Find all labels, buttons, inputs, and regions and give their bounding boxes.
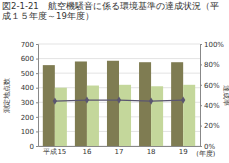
tick-mark (200, 44, 202, 45)
tick: 600 (21, 55, 38, 63)
tick-label: 200 (21, 114, 34, 122)
tick-label: 500 (21, 70, 34, 78)
bar (43, 65, 55, 146)
marks (43, 61, 195, 146)
bar (107, 61, 119, 146)
y2-axis: 0%20%40%60%80%100% (200, 41, 224, 151)
tick-label: 16 (82, 148, 91, 156)
tick-label: 18 (147, 148, 156, 156)
tick-label: 80% (204, 61, 220, 69)
tick: 平成15 (43, 146, 66, 156)
tick-label: 400 (21, 84, 34, 92)
bar (119, 85, 131, 146)
x-label: (年度) (196, 150, 215, 158)
bar (171, 62, 183, 146)
title: 図2-1-21 航空機騒音に係る環境基準の達成状況（平成１５年度～19年度） (2, 1, 226, 21)
tick-mark (36, 146, 38, 147)
grid (38, 44, 200, 146)
tick-label: 600 (21, 55, 34, 63)
bar (151, 86, 163, 146)
tick: 700 (21, 41, 38, 49)
tick: 0 (30, 143, 38, 151)
y-label: 測定地点数 (3, 78, 11, 113)
grid-line (38, 44, 200, 45)
tick-label: 300 (21, 99, 34, 107)
tick-mark (200, 85, 202, 86)
tick-label: 平成15 (43, 148, 66, 156)
tick: 80% (200, 61, 220, 69)
bar (55, 88, 67, 146)
marker (53, 97, 57, 104)
tick: 18 (147, 146, 156, 156)
tick-mark (200, 105, 202, 106)
tick-mark (200, 126, 202, 127)
tick-label: 700 (21, 41, 34, 49)
tick: 19 (179, 146, 188, 156)
x-axis: 平成15 16 17 18 19 (39, 146, 201, 156)
bar (183, 85, 195, 146)
y-axis: 0 100 200 300 400 500 600 700 (21, 41, 39, 151)
tick-label: 60% (204, 82, 220, 90)
tick: 500 (21, 70, 38, 78)
tick: 20% (200, 122, 220, 130)
tick-mark (36, 73, 38, 74)
tick-mark (36, 102, 38, 103)
tick-label: 40% (204, 102, 220, 110)
tick: 60% (200, 82, 220, 90)
chart: 01002003004005006007000%20%40%60%80%100%… (0, 0, 229, 163)
marker (149, 97, 153, 104)
axis-line (36, 45, 39, 147)
tick-mark (36, 59, 38, 60)
tick: 40% (200, 102, 220, 110)
tick-mark (36, 44, 38, 45)
tick-label: 17 (115, 148, 124, 156)
tick-label: 0 (30, 143, 34, 151)
marker (85, 96, 89, 103)
bar (139, 62, 151, 146)
axis-line (39, 146, 201, 147)
tick-mark (36, 88, 38, 89)
tick-mark (200, 64, 202, 65)
bar (87, 86, 99, 146)
y2-label: 達成率 (222, 85, 229, 106)
tick: 100 (21, 128, 38, 136)
tick: 400 (21, 84, 38, 92)
tick-mark (36, 117, 38, 118)
tick: 200 (21, 114, 38, 122)
tick: 16 (82, 146, 91, 156)
tick: 17 (115, 146, 124, 156)
tick-mark (36, 131, 38, 132)
tick-label: 20% (204, 122, 220, 130)
axis-line (201, 45, 203, 147)
tick: 100% (200, 41, 224, 49)
marker (117, 96, 121, 103)
tick-label: 100 (21, 128, 34, 136)
tick: 300 (21, 99, 38, 107)
bar (75, 61, 87, 146)
marker (181, 96, 185, 103)
tick-label: 19 (179, 148, 188, 156)
grid-line (38, 58, 200, 59)
tick-label: 100% (204, 41, 224, 49)
